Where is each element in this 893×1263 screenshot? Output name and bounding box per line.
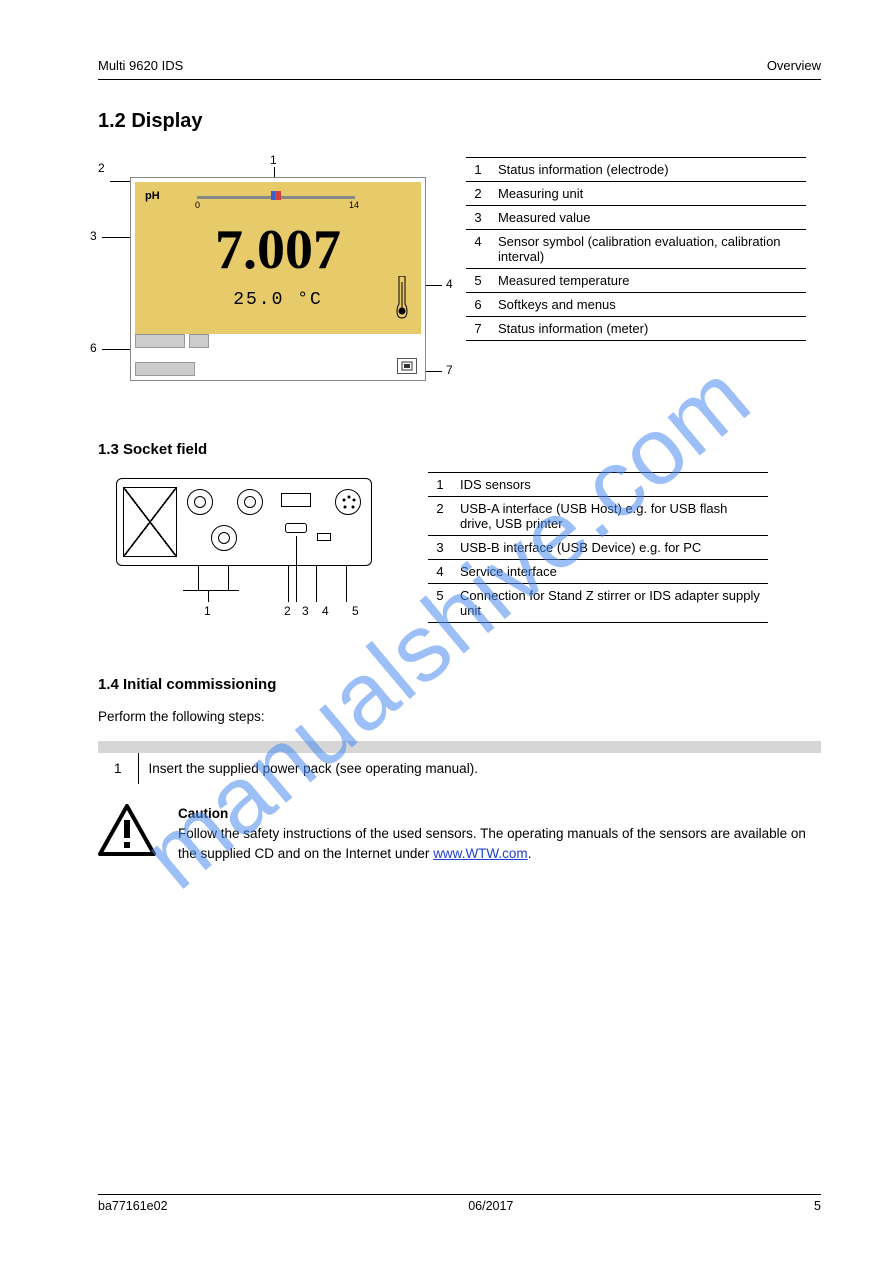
table-row: 4Service interface xyxy=(428,560,768,584)
table-row: 4Sensor symbol (calibration evaluation, … xyxy=(466,230,806,269)
socket-callout-3: 3 xyxy=(302,604,309,618)
socket-callout-1: 1 xyxy=(204,604,211,618)
page-body: Multi 9620 IDS Overview 1.2 Display 2 1 … xyxy=(0,0,893,1263)
socket-legend-table: 1IDS sensors 2USB-A interface (USB Host)… xyxy=(428,472,768,623)
table-row: 5Measured temperature xyxy=(466,269,806,293)
lcd-device: pH 0 14 7.007 25.0 °C xyxy=(130,177,426,381)
caution-body-after: . xyxy=(528,846,532,861)
table-row: 1Status information (electrode) xyxy=(466,158,806,182)
ids-socket-3 xyxy=(211,525,237,551)
step-col-blank2 xyxy=(138,741,821,753)
callout-2: 2 xyxy=(98,161,105,175)
footer-date: 06/2017 xyxy=(468,1199,513,1213)
table-row: 2USB-A interface (USB Host) e.g. for USB… xyxy=(428,497,768,536)
step-text: Insert the supplied power pack (see oper… xyxy=(138,753,821,784)
caution-icon xyxy=(98,804,156,856)
socket-panel xyxy=(116,478,372,566)
ids-socket-1 xyxy=(187,489,213,515)
display-legend-table: 1Status information (electrode) 2Measuri… xyxy=(466,157,806,341)
service-socket xyxy=(317,533,331,541)
callout-1: 1 xyxy=(270,153,277,167)
table-row: 6Softkeys and menus xyxy=(466,293,806,317)
lcd-scale-start: 0 xyxy=(195,200,200,210)
table-row: 5Connection for Stand Z stirrer or IDS a… xyxy=(428,584,768,623)
header-section: Overview xyxy=(767,58,821,73)
table-row: 2Measuring unit xyxy=(466,182,806,206)
ids-socket-2 xyxy=(237,489,263,515)
table-row: 3USB-B interface (USB Device) e.g. for P… xyxy=(428,536,768,560)
callout-4: 4 xyxy=(446,277,453,291)
step-number: 1 xyxy=(98,753,138,784)
step-col-blank xyxy=(98,741,138,753)
header-product: Multi 9620 IDS xyxy=(98,58,183,73)
stirrer-socket xyxy=(335,489,361,515)
lcd-scale-end: 14 xyxy=(349,200,359,210)
table-row: 3Measured value xyxy=(466,206,806,230)
lcd-temperature: 25.0 °C xyxy=(135,290,421,310)
table-row: 1 Insert the supplied power pack (see op… xyxy=(98,753,821,784)
caution-text: Caution Follow the safety instructions o… xyxy=(178,804,821,865)
callout-3: 3 xyxy=(90,229,97,243)
caution-block: Caution Follow the safety instructions o… xyxy=(98,804,821,865)
table-row: 1IDS sensors xyxy=(428,473,768,497)
lcd-softkey-1 xyxy=(135,334,185,348)
socket-callout-4: 4 xyxy=(322,604,329,618)
callout-7: 7 xyxy=(446,363,453,377)
display-figure: 2 1 3 4 5 6 7 pH 0 14 7.007 25.0 °C xyxy=(98,157,436,407)
lcd-screen: pH 0 14 7.007 25.0 °C xyxy=(135,182,421,334)
lcd-softkey-row xyxy=(135,334,421,376)
footer-doc-id: ba77161e02 xyxy=(98,1199,168,1213)
page-header: Multi 9620 IDS Overview xyxy=(98,58,821,73)
display-block: 2 1 3 4 5 6 7 pH 0 14 7.007 25.0 °C xyxy=(98,157,821,407)
socket-figure: 1 2 3 4 5 xyxy=(98,472,398,642)
lcd-softkey-3 xyxy=(135,362,195,376)
caution-link[interactable]: www.WTW.com xyxy=(433,846,528,861)
usb-b-socket xyxy=(285,523,307,533)
section-1-4-title: 1.4 Initial commissioning xyxy=(98,676,821,693)
header-rule xyxy=(98,79,821,80)
footer-rule xyxy=(98,1194,821,1195)
lcd-scale: 0 14 xyxy=(197,194,355,202)
socket-block: 1 2 3 4 5 1IDS sensors 2USB-A interface … xyxy=(98,472,821,642)
table-row: 7Status information (meter) xyxy=(466,317,806,341)
section-1-3-title: 1.3 Socket field xyxy=(98,441,821,458)
socket-callout-5: 5 xyxy=(352,604,359,618)
init-para: Perform the following steps: xyxy=(98,707,821,727)
caution-label: Caution xyxy=(178,806,228,821)
step-table: 1 Insert the supplied power pack (see op… xyxy=(98,741,821,784)
section-1-2-title: 1.2 Display xyxy=(98,110,821,133)
footer-page: 5 xyxy=(814,1199,821,1213)
lcd-output-icon xyxy=(397,358,417,374)
callout-6: 6 xyxy=(90,341,97,355)
sensor-icon xyxy=(395,276,409,320)
lcd-softkey-2 xyxy=(189,334,209,348)
usb-a-socket xyxy=(281,493,311,507)
socket-callout-2: 2 xyxy=(284,604,291,618)
page-footer: ba77161e02 06/2017 5 xyxy=(98,1194,821,1213)
socket-blank-panel xyxy=(123,487,177,557)
lcd-reading: 7.007 xyxy=(135,218,421,282)
lcd-ph-label: pH xyxy=(145,190,160,202)
